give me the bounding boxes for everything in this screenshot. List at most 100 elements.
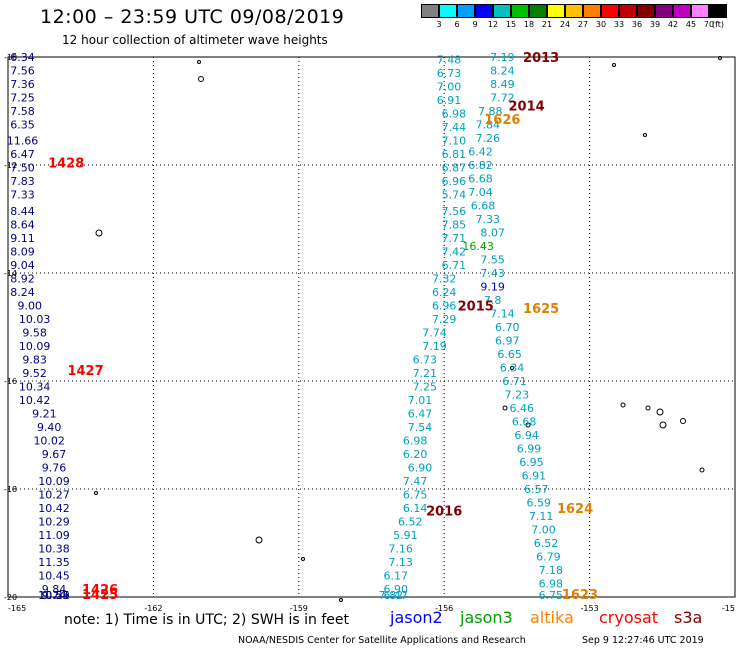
legend-tick: 18 xyxy=(523,20,535,29)
wave-height-label: 7.21 xyxy=(413,367,438,380)
island-outline xyxy=(645,405,651,411)
wave-height-label: 6.52 xyxy=(398,515,423,528)
island-outline xyxy=(94,491,98,495)
wave-height-label: 6.24 xyxy=(432,286,457,299)
wave-height-label: 8.49 xyxy=(490,78,515,91)
wave-height-label: 9.52 xyxy=(22,367,47,380)
wave-height-label: 7.54 xyxy=(408,421,433,434)
legend-tick: 9 xyxy=(472,20,478,29)
wave-height-label: 7.58 xyxy=(10,105,35,118)
wave-height-label: 6.34 xyxy=(10,51,35,64)
wave-height-label: 9.04 xyxy=(10,259,35,272)
wave-height-label: 6.90 xyxy=(408,461,433,474)
wave-height-label: 6.87 xyxy=(442,162,467,175)
wave-height-label: 6.52 xyxy=(534,537,559,550)
wave-height-label: 16.43 xyxy=(462,240,494,253)
wave-height-label: 10.02 xyxy=(33,434,65,447)
legend-swatch xyxy=(493,4,511,18)
wave-height-label: 10.38 xyxy=(38,542,70,555)
wave-height-label: 8.64 xyxy=(10,218,35,231)
wave-height-label: 10.25 xyxy=(38,589,70,602)
legend-tick: 6 xyxy=(454,20,460,29)
pass-time-label: 1426 xyxy=(82,583,118,598)
legend-tick: 70 xyxy=(703,20,715,29)
wave-height-label: 6.79 xyxy=(536,551,561,564)
wave-height-label: 7.00 xyxy=(531,524,556,537)
wave-height-label: 6.20 xyxy=(403,448,428,461)
legend-swatch xyxy=(601,4,619,18)
island-outline xyxy=(502,405,508,411)
wave-height-label: 10.29 xyxy=(38,515,70,528)
island-outline xyxy=(643,133,647,137)
wave-height-label: 7.19 xyxy=(490,51,515,64)
wave-height-label: 9.11 xyxy=(10,232,35,245)
wave-height-label: 6.35 xyxy=(10,119,35,132)
wave-height-label: 8.07 xyxy=(480,227,505,240)
mission-label-jason2: jason2 xyxy=(390,608,443,627)
wave-height-label: 6.47 xyxy=(408,407,433,420)
wave-height-label: 10.34 xyxy=(19,380,51,393)
pass-time-label: 2015 xyxy=(458,299,494,314)
wave-height-label: 11.35 xyxy=(38,556,70,569)
legend-swatch xyxy=(565,4,583,18)
wave-height-label: 7.72 xyxy=(490,92,515,105)
wave-height-label: 11.66 xyxy=(7,135,39,148)
wave-height-label: 10.59 xyxy=(38,589,70,602)
island-outline xyxy=(95,229,103,237)
mission-label-altika: altika xyxy=(530,608,574,627)
x-tick-label: -153 xyxy=(581,604,599,613)
wave-height-label: 7.01 xyxy=(408,394,433,407)
wave-height-label: 10.42 xyxy=(19,394,51,407)
wave-height-label: 6.91 xyxy=(437,94,462,107)
wave-height-label: 6.59 xyxy=(526,497,551,510)
wave-height-label: 8.24 xyxy=(490,65,515,78)
pass-time-label: 1428 xyxy=(48,156,84,171)
wave-height-label: 10.27 xyxy=(38,488,70,501)
wave-height-label: 6.95 xyxy=(519,456,544,469)
pass-time-label: 1626 xyxy=(484,113,520,128)
pass-time-label: 1624 xyxy=(557,502,593,517)
wave-height-label: 7.50 xyxy=(10,162,35,175)
x-tick-label: -156 xyxy=(435,604,453,613)
wave-height-label: 6.96 xyxy=(432,299,457,312)
wave-height-label: 6.57 xyxy=(524,483,549,496)
pass-time-label: 1625 xyxy=(523,302,559,317)
island-outline xyxy=(525,422,531,428)
wave-height-label: 9.74 xyxy=(42,589,67,602)
x-tick-label: -162 xyxy=(144,604,162,613)
wave-height-label: 5.91 xyxy=(393,529,418,542)
island-outline xyxy=(620,402,626,408)
wave-height-label: 7.88 xyxy=(478,105,503,118)
legend-unit: (ft) xyxy=(711,20,725,29)
wave-height-label: 9.21 xyxy=(32,407,57,420)
wave-height-label: 9.40 xyxy=(37,421,62,434)
wave-height-label: 9.58 xyxy=(22,326,47,339)
wave-height-label: 7.55 xyxy=(480,254,505,267)
wave-height-label: 9.19 xyxy=(480,281,505,294)
color-legend: 3 6 9 12 15 18 21 24 27 30 33 36 39 42 45 70 (ft) xyxy=(421,4,740,30)
legend-tick: 36 xyxy=(631,20,643,29)
legend-swatch xyxy=(439,4,457,18)
legend-swatch xyxy=(691,4,709,18)
x-tick-label: -165 xyxy=(8,604,26,613)
pass-time-label: 1425 xyxy=(82,588,118,603)
legend-labels: 3 6 9 12 15 18 21 24 27 30 33 36 39 42 45 70 (ft) xyxy=(421,18,740,30)
wave-height-label: 7.32 xyxy=(432,272,457,285)
wave-height-label: 10.09 xyxy=(19,340,51,353)
wave-height-label: 6.97 xyxy=(495,335,520,348)
pass-time-label: 2016 xyxy=(426,505,462,520)
legend-tick: 33 xyxy=(613,20,625,29)
y-tick-label: -14 xyxy=(4,269,17,278)
legend-swatch xyxy=(673,4,691,18)
wave-height-label: 7.19 xyxy=(422,340,447,353)
wave-height-label: 8.09 xyxy=(10,245,35,258)
footnote: note: 1) Time is in UTC; 2) SWH is in fe… xyxy=(64,612,350,628)
wave-height-label: 10.51 xyxy=(38,589,70,602)
wave-height-label: 7.71 xyxy=(442,232,467,245)
island-outline xyxy=(659,421,667,429)
island-outline xyxy=(699,467,705,473)
legend-swatches xyxy=(421,4,740,18)
wave-height-label: 7.84 xyxy=(476,119,501,132)
wave-height-label: 6.98 xyxy=(442,108,467,121)
wave-height-label: 6.34 xyxy=(500,362,525,375)
